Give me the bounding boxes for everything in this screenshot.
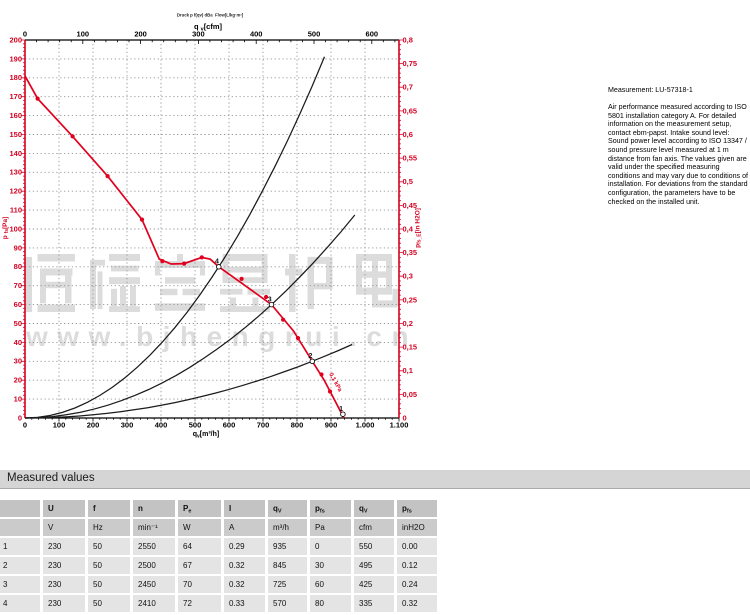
svg-text:0,05: 0,05 [403,390,418,399]
svg-text:700: 700 [257,421,270,430]
svg-text:0: 0 [403,413,407,422]
svg-text:80: 80 [14,262,22,271]
svg-text:200: 200 [134,30,147,39]
svg-text:200: 200 [87,421,100,430]
svg-text:0,45: 0,45 [403,201,418,210]
svg-text:pfs_E[in H2O]: pfs_E[in H2O] [415,208,423,248]
svg-text:0,4: 0,4 [403,224,414,233]
svg-text:50: 50 [14,319,22,328]
svg-text:3: 3 [268,296,272,303]
svg-text:400: 400 [155,421,168,430]
svg-text:160: 160 [9,111,22,120]
svg-text:500: 500 [189,421,202,430]
svg-text:500: 500 [308,30,321,39]
svg-text:p fs[Pa]: p fs[Pa] [2,217,10,240]
svg-text:10: 10 [14,395,22,404]
svg-text:0,15: 0,15 [403,343,418,352]
svg-text:0,7: 0,7 [403,83,413,92]
svg-text:100: 100 [77,30,90,39]
svg-text:180: 180 [9,73,22,82]
svg-text:0,25: 0,25 [403,295,418,304]
svg-text:0,3: 0,3 [403,272,413,281]
svg-text:300: 300 [192,30,205,39]
svg-text:0: 0 [23,421,27,430]
svg-text:130: 130 [9,168,22,177]
svg-text:170: 170 [9,92,22,101]
svg-text:90: 90 [14,243,22,252]
svg-text:1: 1 [339,406,343,413]
svg-text:600: 600 [223,421,236,430]
svg-text:140: 140 [9,149,22,158]
svg-text:0: 0 [18,413,22,422]
svg-text:190: 190 [9,54,22,63]
svg-text:0,65: 0,65 [403,106,418,115]
svg-text:0: 0 [23,30,27,39]
svg-text:120: 120 [9,187,22,196]
svg-text:300: 300 [121,421,134,430]
svg-text:1.000: 1.000 [356,421,375,430]
svg-text:0,35: 0,35 [403,248,418,257]
svg-text:900: 900 [325,421,338,430]
svg-text:600: 600 [366,30,379,39]
svg-text:20: 20 [14,376,22,385]
svg-text:0,2: 0,2 [403,319,413,328]
svg-text:0,1: 0,1 [403,366,413,375]
svg-text:60: 60 [14,300,22,309]
svg-text:30: 30 [14,357,22,366]
svg-text:150: 150 [9,130,22,139]
svg-text:1.100: 1.100 [390,421,409,430]
svg-text:100: 100 [9,224,22,233]
svg-text:0,55: 0,55 [403,154,418,163]
svg-text:0,5: 0,5 [403,177,413,186]
svg-text:40: 40 [14,338,22,347]
svg-text:400: 400 [250,30,263,39]
svg-text:100: 100 [53,421,66,430]
svg-text:qv[m³/h]: qv[m³/h] [193,431,220,440]
svg-text:0,75: 0,75 [403,59,418,68]
svg-text:4: 4 [215,259,219,266]
svg-text:110: 110 [10,206,22,215]
svg-text:70: 70 [14,281,22,290]
svg-text:0,6: 0,6 [403,130,413,139]
svg-text:2: 2 [309,353,313,360]
svg-text:Druck p f(qv) dBa Flow[L/kg·m: Druck p f(qv) dBa Flow[L/kg·m³] [177,13,244,18]
svg-text:800: 800 [291,421,304,430]
svg-text:q v[cfm]: q v[cfm] [194,22,223,33]
svg-text:200: 200 [9,35,22,44]
svg-text:0,8: 0,8 [403,35,413,44]
